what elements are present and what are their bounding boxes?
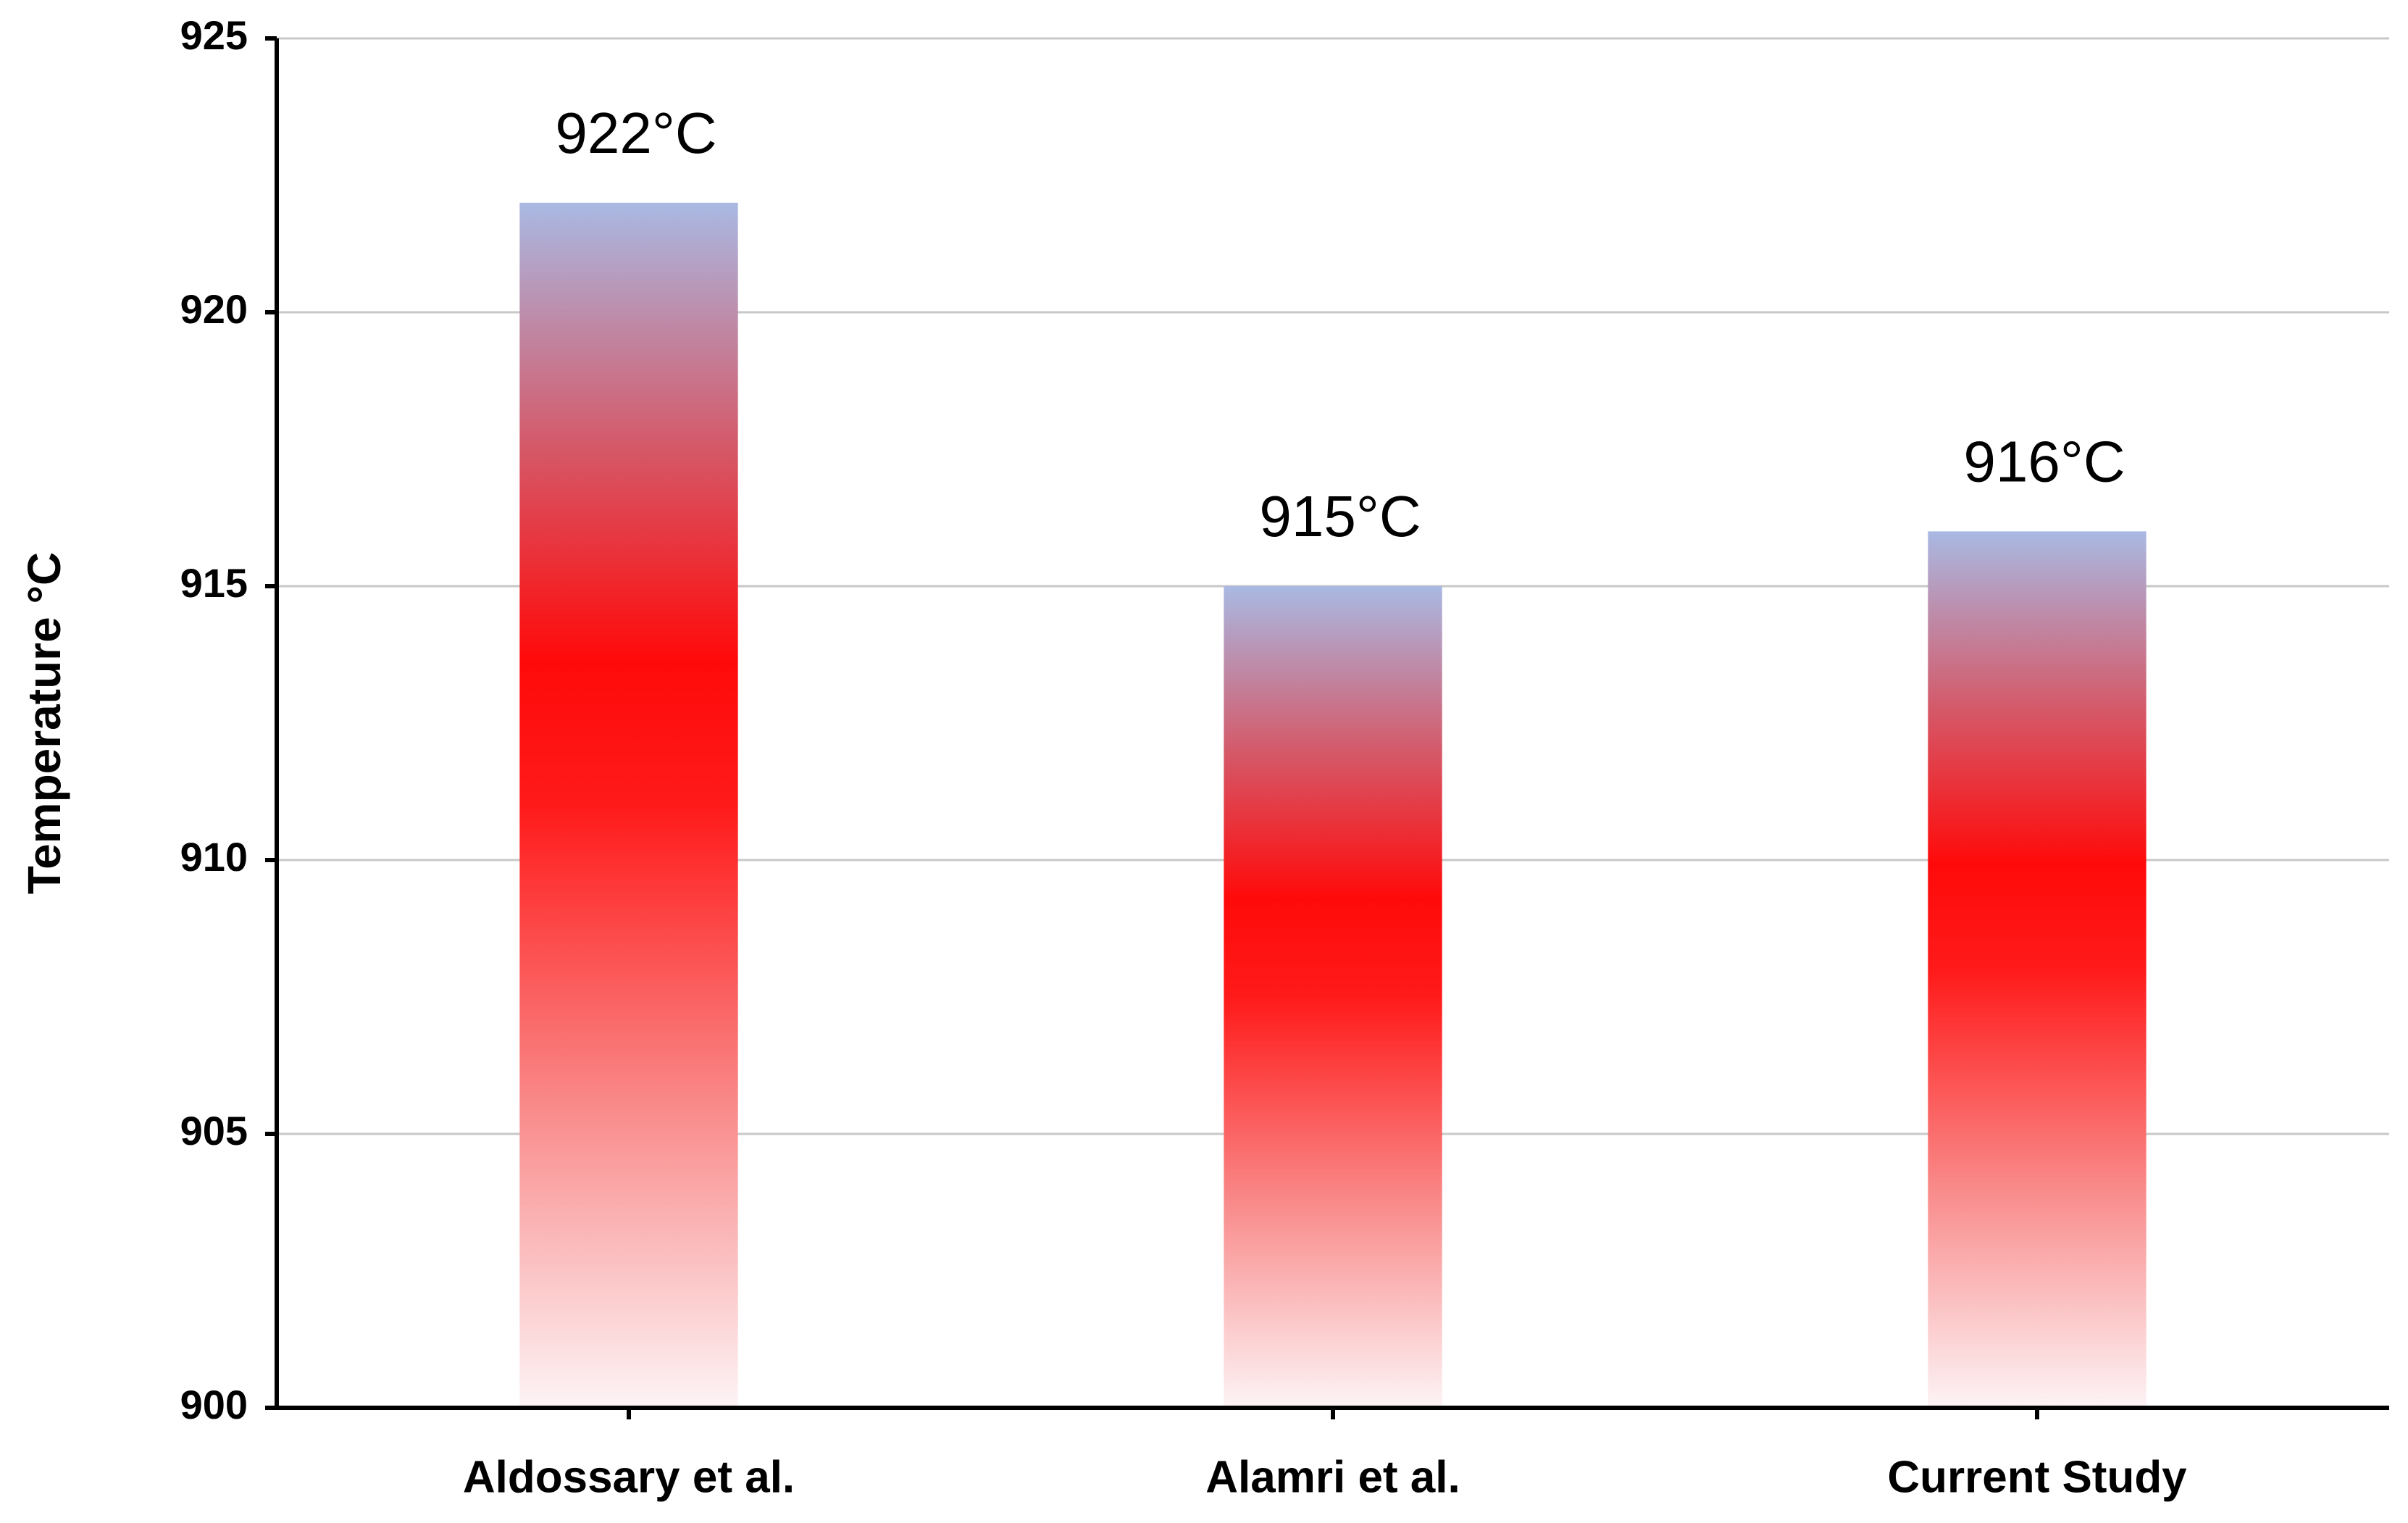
value-label: 915°C — [1259, 484, 1421, 548]
y-tick-label: 920 — [180, 286, 248, 332]
x-tick-label: Aldossary et al. — [463, 1452, 795, 1502]
y-tick-label: 915 — [180, 560, 248, 606]
y-tick-label: 925 — [180, 12, 248, 58]
x-tick-label: Current Study — [1887, 1452, 2187, 1502]
value-label: 916°C — [1963, 430, 2125, 494]
value-label: 922°C — [555, 101, 716, 165]
y-axis-label: Temperature °C — [18, 552, 70, 895]
x-tick-label: Alamri et al. — [1205, 1452, 1460, 1502]
bar — [1928, 531, 2146, 1408]
y-tick-label: 905 — [180, 1108, 248, 1153]
bar — [1224, 586, 1442, 1408]
y-tick-label: 910 — [180, 834, 248, 880]
y-tick-label: 900 — [180, 1382, 248, 1427]
bar — [519, 202, 738, 1408]
